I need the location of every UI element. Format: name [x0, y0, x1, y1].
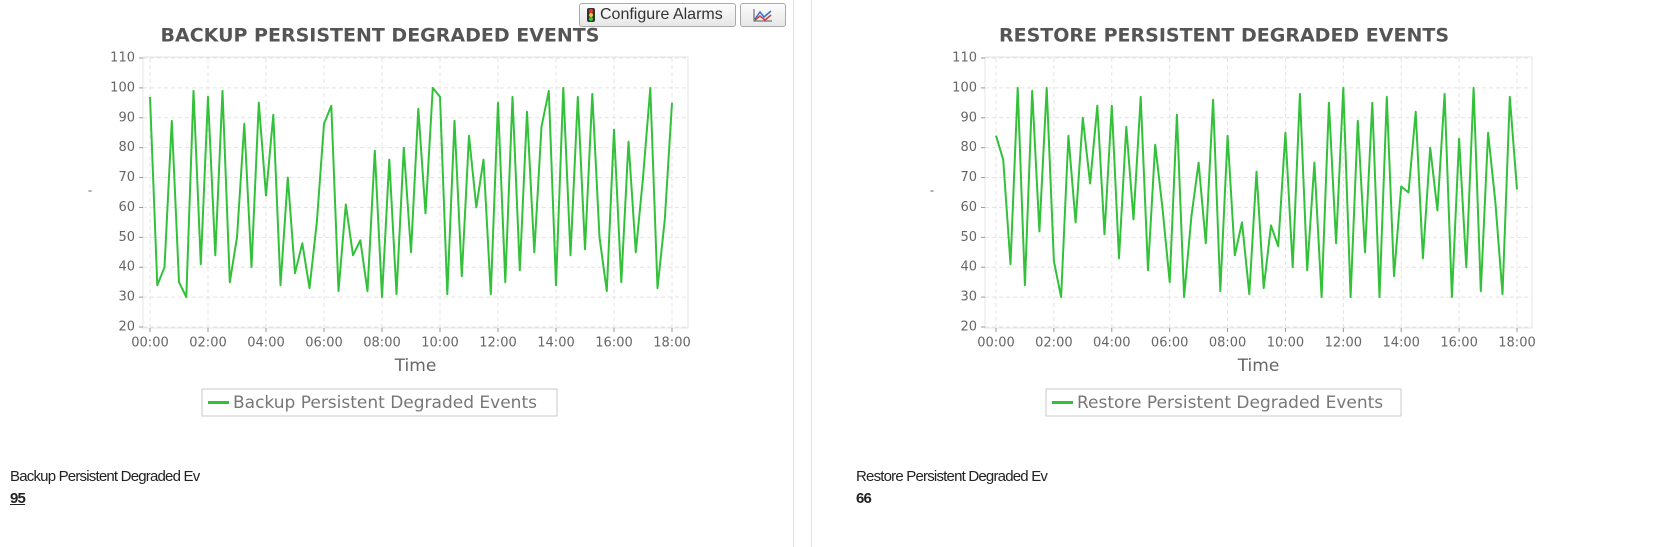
legend-label: Restore Persistent Degraded Events: [1077, 393, 1383, 413]
x-tick-label: 06:00: [1151, 336, 1188, 351]
x-tick-label: 02:00: [189, 336, 226, 351]
data-line: [149, 86, 673, 299]
legend-box: [201, 388, 558, 417]
traffic-light-icon: [587, 8, 595, 22]
y-tick-label: 110: [952, 51, 977, 66]
y-tick-label: 30: [960, 290, 977, 305]
y-tick-label: 90: [118, 110, 135, 125]
y-tick-label: 80: [118, 140, 135, 155]
x-tick-label: 16:00: [595, 336, 632, 351]
x-axis-label: Time: [394, 356, 437, 376]
plot-area: [142, 56, 689, 329]
y-tick-label: 110: [110, 51, 135, 66]
y-tick-label: 70: [960, 170, 977, 185]
data-line: [995, 86, 1518, 299]
y-tick-label: 60: [118, 200, 135, 215]
y-tick-label: 50: [118, 230, 135, 245]
y-tick-label: 100: [110, 80, 135, 95]
y-axis-label: -: [88, 184, 92, 198]
y-tick-label: 20: [118, 320, 135, 335]
x-tick-label: 02:00: [1035, 336, 1072, 351]
chart-type-button[interactable]: [740, 3, 786, 27]
y-tick-label: 80: [960, 140, 977, 155]
x-tick-label: 04:00: [1093, 336, 1130, 351]
y-tick-label: 40: [960, 260, 977, 275]
plot-area: [984, 56, 1533, 329]
y-tick-label: 70: [118, 170, 135, 185]
legend-label: Backup Persistent Degraded Events: [233, 393, 537, 413]
button-label: Configure Alarms: [600, 6, 723, 23]
y-tick-label: 50: [960, 230, 977, 245]
x-tick-label: 12:00: [1325, 336, 1362, 351]
y-axis-label: -: [930, 184, 934, 198]
chart-title: RESTORE PERSISTENT DEGRADED EVENTS: [999, 25, 1449, 47]
x-tick-label: 08:00: [363, 336, 400, 351]
chart-icon: [753, 9, 772, 22]
summary-label: Backup Persistent Degraded Ev: [10, 468, 200, 485]
x-tick-label: 14:00: [537, 336, 574, 351]
x-tick-label: 10:00: [421, 336, 458, 351]
x-tick-label: 10:00: [1267, 336, 1304, 351]
x-tick-label: 00:00: [977, 336, 1014, 351]
y-tick-label: 60: [960, 200, 977, 215]
legend-box: [1045, 388, 1402, 417]
configure-alarms-button[interactable]: Configure Alarms: [579, 3, 736, 27]
x-tick-label: 04:00: [247, 336, 284, 351]
x-tick-label: 14:00: [1382, 336, 1419, 351]
x-tick-label: 00:00: [131, 336, 168, 351]
x-axis-label: Time: [1237, 356, 1280, 376]
y-tick-label: 30: [118, 290, 135, 305]
y-tick-label: 90: [960, 110, 977, 125]
chart-title: BACKUP PERSISTENT DEGRADED EVENTS: [161, 25, 600, 47]
x-tick-label: 12:00: [479, 336, 516, 351]
x-tick-label: 18:00: [1498, 336, 1535, 351]
x-tick-label: 16:00: [1440, 336, 1477, 351]
summary-value[interactable]: 95: [10, 490, 26, 507]
y-tick-label: 20: [960, 320, 977, 335]
x-tick-label: 08:00: [1209, 336, 1246, 351]
summary-label: Restore Persistent Degraded Ev: [856, 468, 1048, 485]
y-tick-label: 100: [952, 80, 977, 95]
summary-value: 66: [856, 490, 872, 507]
x-tick-label: 06:00: [305, 336, 342, 351]
y-tick-label: 40: [118, 260, 135, 275]
x-tick-label: 18:00: [653, 336, 690, 351]
